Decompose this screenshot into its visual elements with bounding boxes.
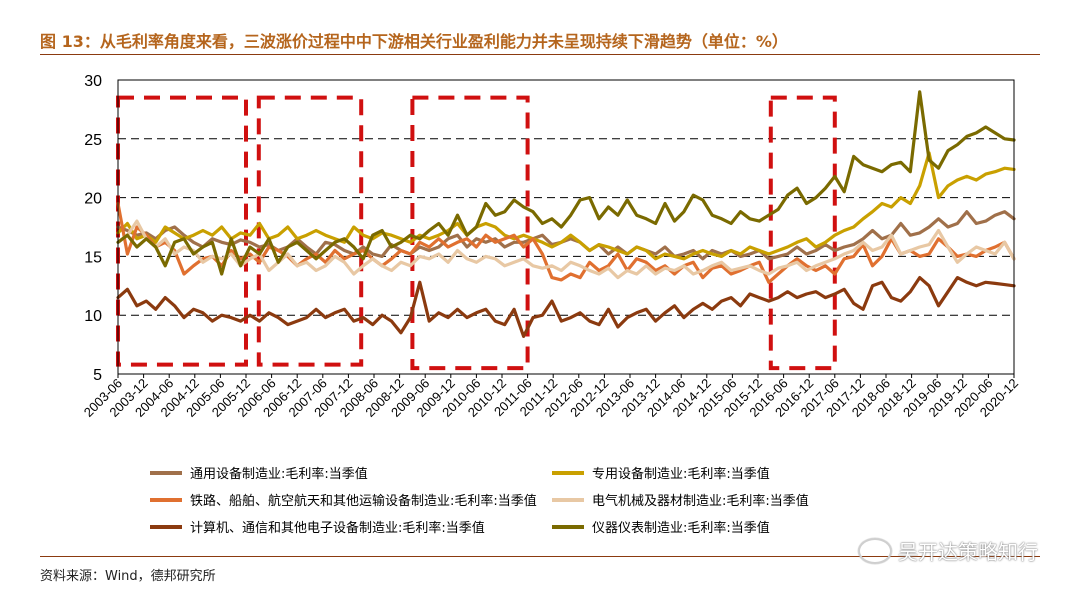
- y-tick-label: 30: [84, 73, 102, 90]
- source-divider: [40, 556, 1040, 557]
- watermark-text: 吴开达策略知行: [898, 540, 1038, 564]
- series-line: [116, 201, 1016, 284]
- highlight-period-box: [410, 95, 530, 371]
- plot-frame: [117, 79, 1015, 375]
- chart-title: 图 13：从毛利率角度来看，三波涨价过程中中下游相关行业盈利能力并未呈现持续下滑…: [40, 32, 788, 51]
- y-tick-label: 5: [93, 367, 102, 384]
- highlight-period-box: [256, 95, 364, 367]
- legend-label: 计算机、通信和其他电子设备制造业:毛利率:当季值: [190, 520, 485, 536]
- legend-layer: 通用设备制造业:毛利率:当季值 专用设备制造业:毛利率:当季值铁路、船舶、航空航天…: [150, 466, 809, 536]
- series-line: [116, 151, 1016, 261]
- y-tick-label: 20: [84, 191, 102, 208]
- legend-label: 电气机械及器材制造业:毛利率:当季值: [592, 493, 809, 509]
- legend-label: 通用设备制造业:毛利率:当季值: [190, 466, 368, 482]
- line-chart: 510152025302003-062003-122004-062004-122…: [81, 73, 1021, 536]
- y-tick-label: 10: [84, 308, 102, 325]
- title-divider: [40, 54, 1040, 55]
- series-layer: [116, 90, 1016, 338]
- series-line: [116, 219, 1016, 280]
- series-line: [116, 276, 1016, 338]
- highlight-period-box: [768, 95, 837, 371]
- grid-layer: [118, 138, 1014, 316]
- legend-label: 仪器仪表制造业:毛利率:当季值: [592, 520, 770, 536]
- watermark: 吴开达策略知行: [858, 536, 1038, 565]
- series-line: [116, 90, 1016, 276]
- legend-label: 专用设备制造业:毛利率:当季值: [592, 466, 770, 482]
- wechat-icon: [858, 537, 892, 564]
- legend-label: 铁路、船舶、航空航天和其他运输设备制造业:毛利率:当季值: [190, 493, 537, 509]
- source-note: 资料来源：Wind，德邦研究所: [40, 569, 216, 584]
- y-tick-label: 25: [84, 132, 102, 149]
- y-tick-label: 15: [84, 249, 102, 266]
